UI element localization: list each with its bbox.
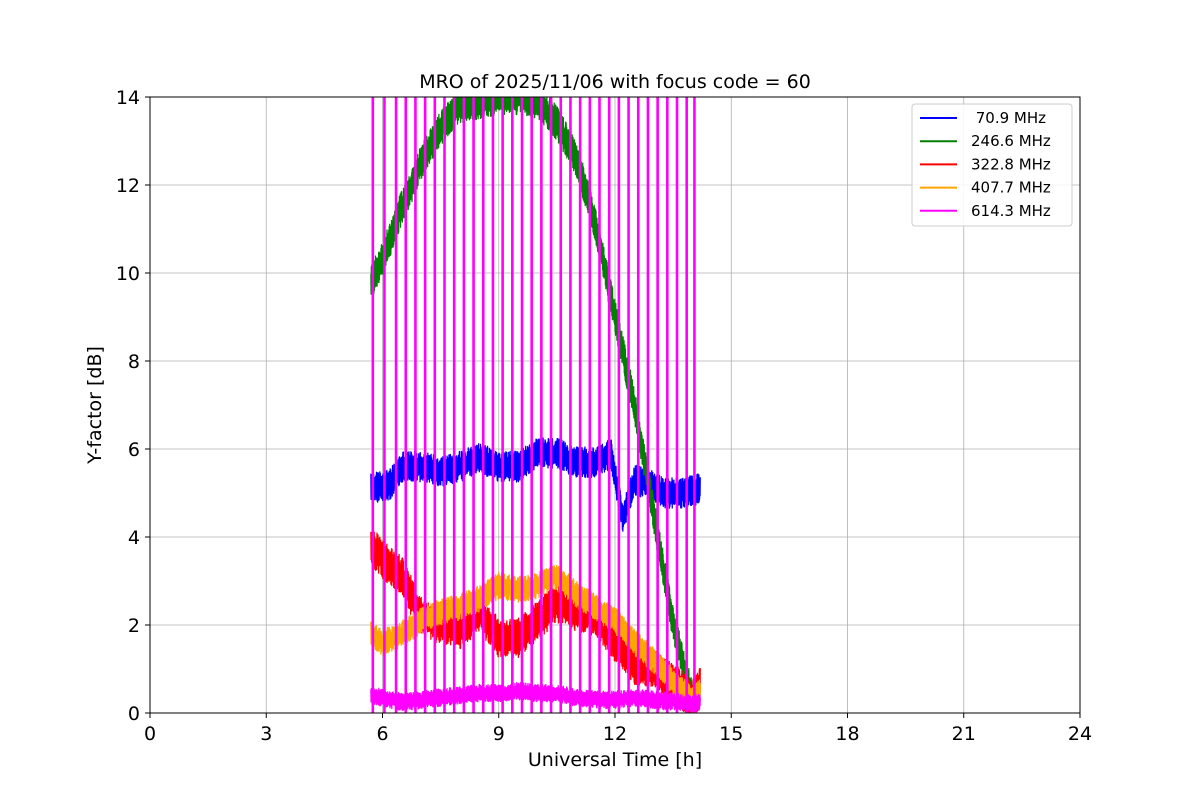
y-tick-label: 0 [128, 703, 140, 725]
x-tick-label: 15 [719, 723, 743, 745]
legend-box [911, 103, 1073, 227]
x-tick-label: 24 [1068, 723, 1092, 745]
x-tick-label: 21 [952, 723, 976, 745]
legend: 70.9 MHz 246.6 MHz 322.8 MHz 407.7 MHz 614.3… [911, 103, 1073, 227]
legend-label: 70.9 MHz [971, 109, 1046, 127]
x-tick-label: 6 [376, 723, 388, 745]
series-4 [370, 97, 701, 713]
x-tick-label: 0 [144, 723, 156, 745]
y-tick-label: 8 [128, 351, 140, 373]
legend-label: 407.7 MHz [971, 179, 1051, 197]
y-tick-label: 4 [128, 527, 140, 549]
series-layer [370, 97, 701, 713]
x-tick-label: 3 [260, 723, 272, 745]
y-tick-label: 12 [116, 175, 140, 197]
legend-label: 322.8 MHz [971, 155, 1051, 173]
x-tick-label: 18 [835, 723, 859, 745]
x-axis-title: Universal Time [h] [528, 749, 702, 771]
legend-label: 614.3 MHz [971, 202, 1051, 220]
x-tick-label: 9 [493, 723, 505, 745]
y-axis-title: Y-factor [dB] [84, 346, 106, 465]
y-tick-label: 2 [128, 615, 140, 637]
legend-label: 246.6 MHz [971, 132, 1051, 150]
x-tick-label: 12 [603, 723, 627, 745]
y-tick-label: 6 [128, 439, 140, 461]
y-tick-label: 10 [116, 263, 140, 285]
chart-title: MRO of 2025/11/06 with focus code = 60 [419, 71, 811, 93]
y-tick-label: 14 [116, 87, 140, 109]
